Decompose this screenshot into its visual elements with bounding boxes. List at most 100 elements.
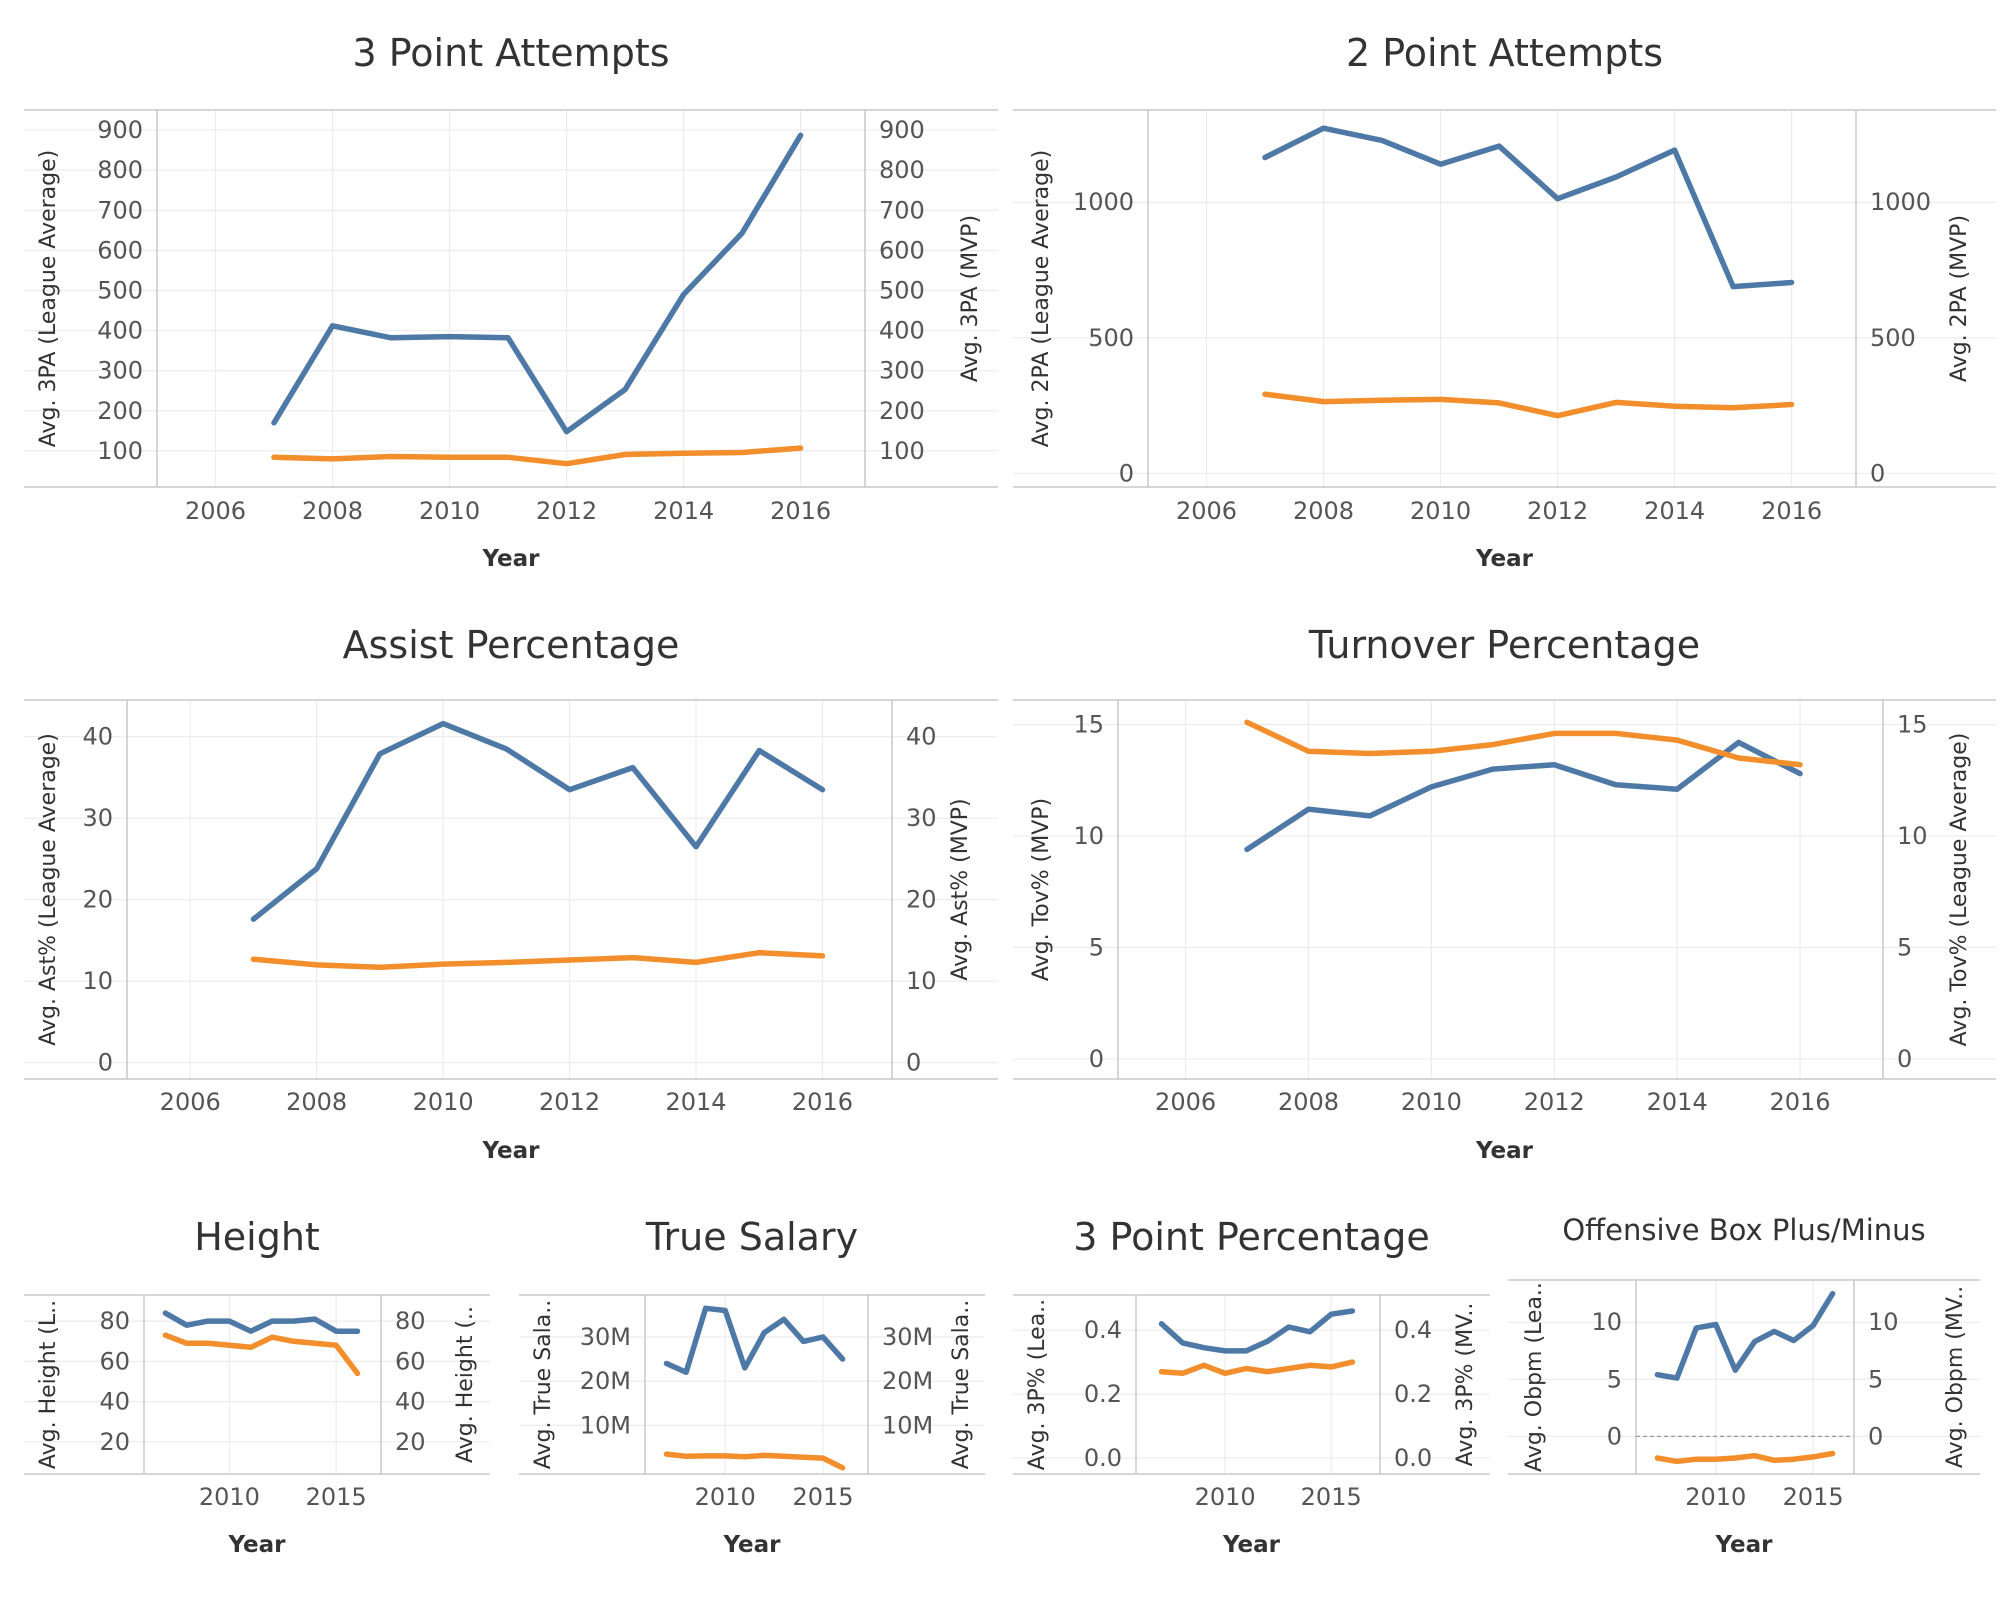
y-axis-title-left: Avg. 3P% (Lea.. [1025,1299,1050,1470]
y-tick-label-left: 0.2 [1084,1380,1122,1408]
y-tick-label-right: 0.4 [1394,1316,1432,1344]
chart-title: 3 Point Attempts [352,31,669,75]
x-tick-label: 2006 [1176,497,1237,525]
y-tick-label-left: 10M [580,1411,631,1439]
y-tick-label-right: 700 [879,196,925,224]
y-tick-label-left: 500 [97,276,143,304]
x-tick-label: 2012 [539,1088,600,1116]
y-tick-label-right: 0.2 [1394,1380,1432,1408]
chart-title: Offensive Box Plus/Minus [1562,1213,1925,1247]
y-tick-label-right: 40 [906,723,937,751]
x-axis-title: Year [722,1532,781,1558]
y-axis-title-left: Avg. Tov% (MVP) [1029,798,1054,981]
y-tick-label-left: 20 [82,886,113,914]
y-tick-label-right: 15 [1897,711,1928,739]
y-tick-label-left: 5 [1607,1365,1622,1393]
y-tick-label-left: 200 [97,397,143,425]
y-tick-label-left: 100 [97,437,143,465]
y-tick-label-left: 1000 [1073,188,1134,216]
x-tick-label: 2012 [1524,1088,1585,1116]
y-tick-label-left: 700 [97,196,143,224]
y-tick-label-left: 600 [97,236,143,264]
y-tick-label-right: 10 [906,967,937,995]
chart-title: True Salary [645,1215,858,1259]
orange-series-line [1158,1359,1356,1377]
x-tick-label: 2015 [1301,1483,1362,1511]
orange-series-line [1262,391,1795,419]
three-point-percentage-chart: 3 Point Percentage 0.0 0.2 0.4 0.0 0.2 0.4 2010… [1013,1215,1490,1558]
chart-title: Assist Percentage [343,623,680,667]
true-salary-chart: True Salary 10M 20M 30M 10M 20M 30M 2010 2015 Yea… [519,1215,985,1558]
x-tick-label: 2015 [792,1483,853,1511]
y-tick-label-right: 0.0 [1394,1444,1432,1472]
y-tick-label-right: 1000 [1870,188,1931,216]
y-tick-label-right: 0 [1897,1045,1912,1073]
y-axis-title-right: Avg. 2PA (MVP) [1947,215,1972,382]
blue-series-line [663,1305,846,1376]
blue-series-line [1654,1290,1836,1381]
y-tick-label-right: 10M [882,1411,933,1439]
y-tick-label-left: 900 [97,116,143,144]
x-axis-title: Year [1714,1532,1773,1558]
x-axis-title: Year [1475,546,1534,572]
y-tick-label-right: 600 [879,236,925,264]
y-axis-title-right: Avg. True Sala.. [949,1300,974,1469]
y-tick-label-right: 200 [879,397,925,425]
turnover-percentage-chart: Turnover Percentage 0 5 10 15 0 5 10 15 2006 2008 2… [1013,623,1996,1164]
blue-series-line [1262,125,1795,290]
y-tick-label-right: 80 [395,1307,426,1335]
x-tick-label: 2008 [1278,1088,1339,1116]
orange-series-line [1244,719,1803,768]
y-tick-label-right: 30M [882,1323,933,1351]
y-axis-title-left: Avg. 2PA (League Average) [1029,150,1054,447]
x-tick-label: 2012 [1527,497,1588,525]
y-tick-label-left: 0 [1119,459,1134,487]
y-tick-label-left: 80 [99,1307,130,1335]
x-axis-title: Year [481,546,540,572]
x-tick-label: 2010 [1195,1483,1256,1511]
y-axis-title-right: Avg. 3PA (MVP) [958,215,983,382]
x-tick-label: 2010 [1685,1483,1746,1511]
chart-title: 2 Point Attempts [1346,31,1663,75]
y-tick-label-left: 20M [580,1367,631,1395]
y-tick-label-right: 20M [882,1367,933,1395]
x-tick-label: 2015 [306,1483,367,1511]
y-tick-label-right: 10 [1868,1308,1899,1336]
y-axis-title-right: Avg. Ast% (MVP) [948,798,973,980]
x-tick-label: 2016 [1770,1088,1831,1116]
orange-series-line [663,1451,846,1471]
y-axis-title-left: Avg. Ast% (League Average) [36,733,61,1046]
y-tick-label-right: 100 [879,437,925,465]
x-tick-label: 2010 [695,1483,756,1511]
x-tick-label: 2012 [536,497,597,525]
y-tick-label-left: 500 [1088,324,1134,352]
x-axis-title: Year [481,1138,540,1164]
y-axis-title-right: Avg. 3P% (MV.. [1453,1303,1478,1467]
x-tick-label: 2008 [302,497,363,525]
y-tick-label-right: 10 [1897,822,1928,850]
x-tick-label: 2008 [1293,497,1354,525]
y-tick-label-left: 30 [82,804,113,832]
y-tick-label-left: 10 [1591,1308,1622,1336]
y-tick-label-right: 0 [1868,1422,1883,1450]
y-tick-label-left: 15 [1073,711,1104,739]
y-tick-label-right: 60 [395,1347,426,1375]
x-tick-label: 2014 [1647,1088,1708,1116]
y-axis-title-left: Avg. 3PA (League Average) [36,150,61,447]
assist-percentage-chart: Assist Percentage 0 10 20 30 40 0 10 20 30 40 2006 2… [24,623,998,1164]
chart-title: Turnover Percentage [1308,623,1700,667]
orange-series-line [1654,1450,1836,1465]
three-point-attempts-chart: 3 Point Attempts 100 200 300 400 500 600 700 800… [24,31,998,572]
y-axis-title-left: Avg. Obpm (Lea.. [1522,1282,1547,1472]
y-tick-label-left: 0 [98,1049,113,1077]
two-point-attempts-chart: 2 Point Attempts 0 500 1000 0 500 1000 2006 2008… [1013,31,1996,572]
y-axis-title-left: Avg. True Sala.. [531,1300,556,1469]
y-tick-label-left: 40 [82,723,113,751]
y-tick-label-left: 0.4 [1084,1316,1122,1344]
y-tick-label-right: 900 [879,116,925,144]
y-axis-title-right: Avg. Obpm (MV.. [1943,1286,1968,1468]
y-tick-label-left: 5 [1089,933,1104,961]
x-tick-label: 2014 [1644,497,1705,525]
x-tick-label: 2014 [653,497,714,525]
